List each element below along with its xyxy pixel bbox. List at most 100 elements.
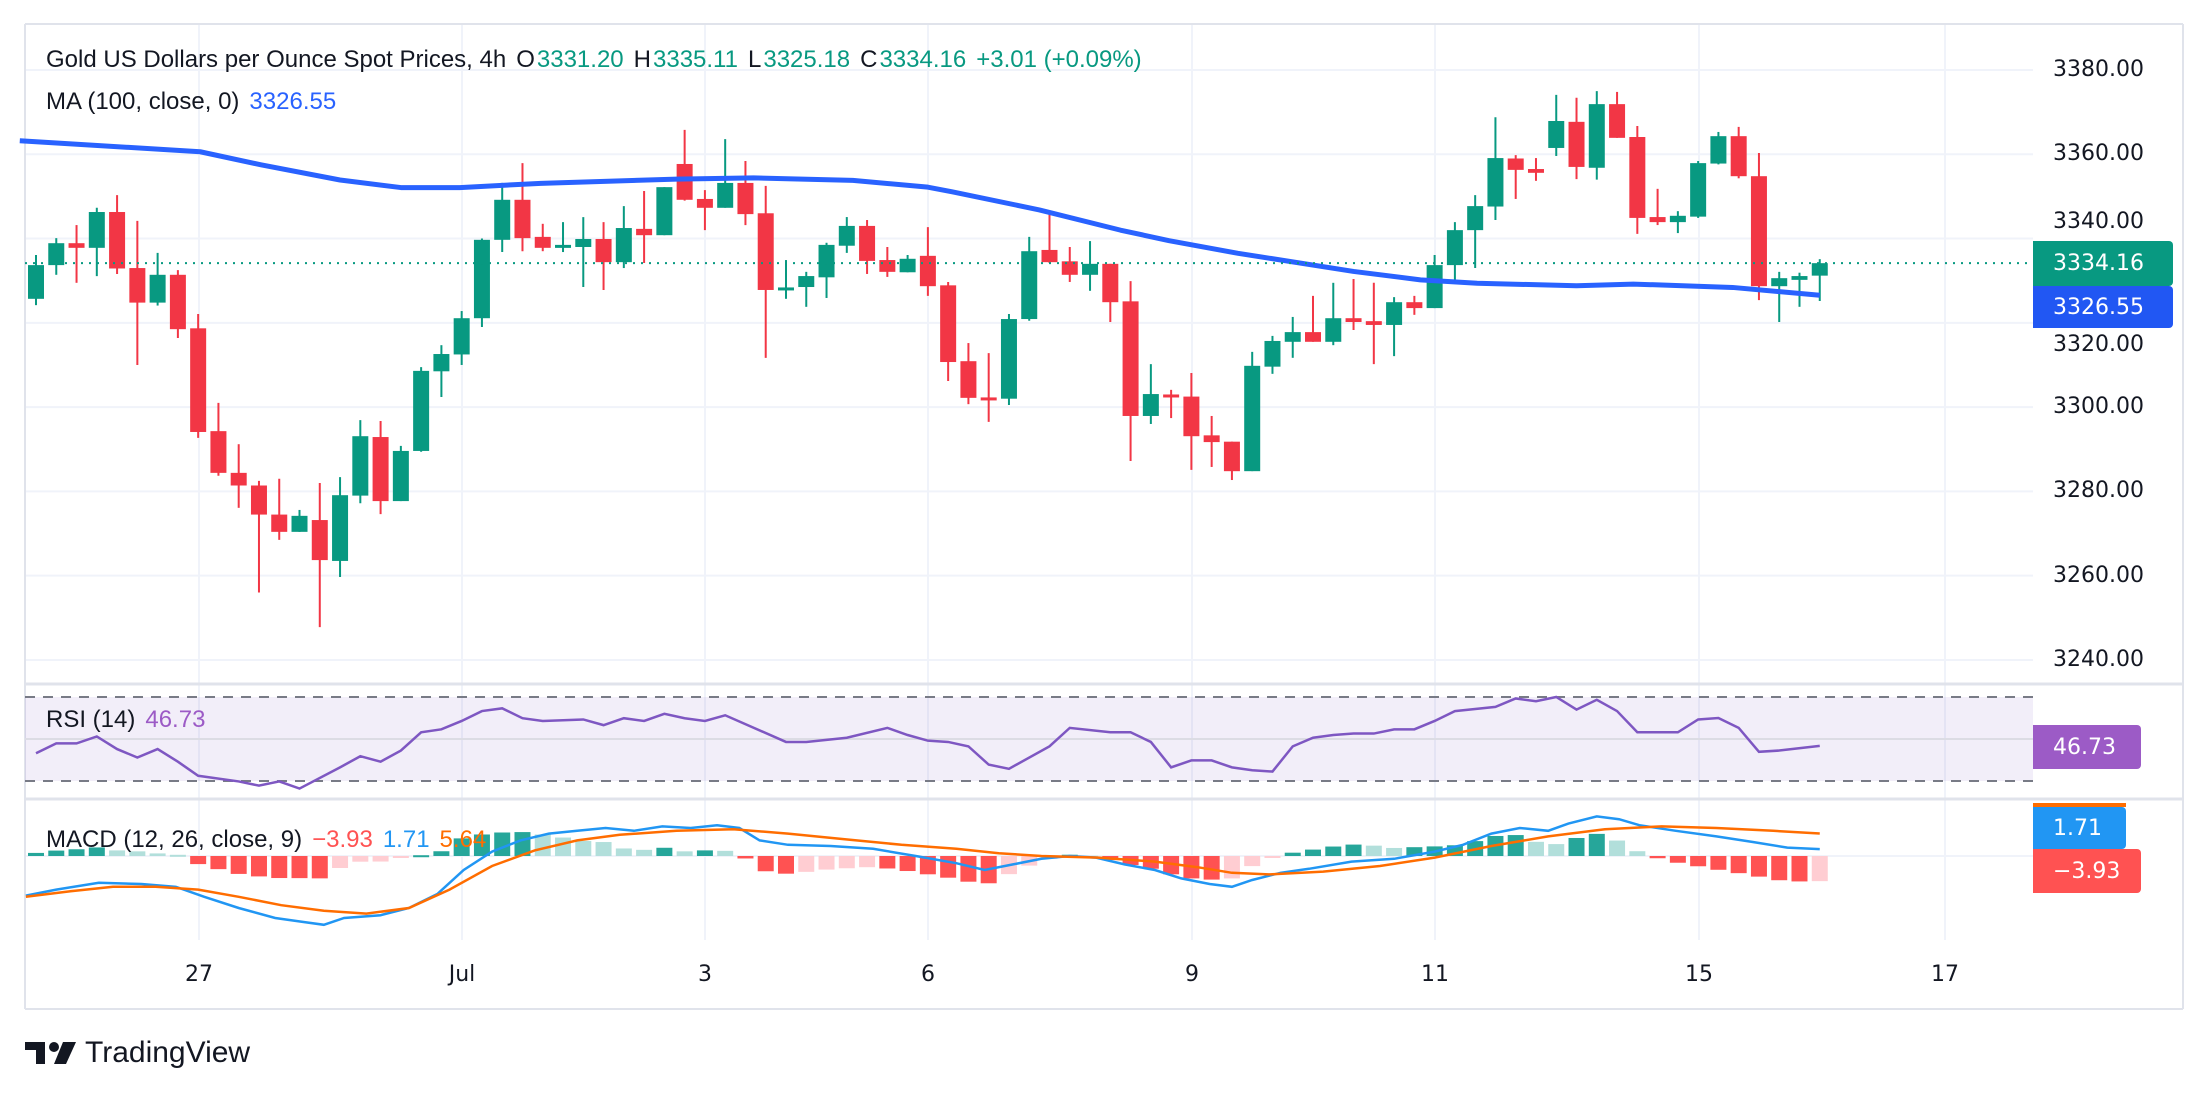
macd-histogram-bar: [1264, 856, 1281, 858]
candle-up: [291, 515, 308, 532]
tradingview-logo-icon: [25, 1042, 76, 1064]
macd-histogram-bar: [352, 856, 369, 862]
candle-up: [1142, 394, 1159, 416]
macd-histogram-bar: [696, 850, 713, 856]
macd-histogram-bar: [129, 851, 146, 856]
macd-histogram-bar: [1345, 844, 1362, 856]
macd-histogram-bar: [1791, 856, 1808, 882]
candle-down: [737, 182, 754, 215]
candle-up: [555, 244, 572, 248]
macd-histogram-bar: [1811, 856, 1828, 882]
candle-up: [717, 182, 734, 208]
symbol-title[interactable]: Gold US Dollars per Ounce Spot Prices, 4…: [46, 46, 507, 73]
candle-up: [433, 354, 450, 372]
macd-histogram-bar: [88, 847, 105, 856]
price-tick: 3340.00: [2053, 208, 2144, 234]
macd-histogram-bar: [68, 849, 85, 856]
candle-down: [1527, 169, 1544, 173]
macd-histogram-bar: [717, 850, 734, 856]
candle-up: [332, 495, 349, 561]
macd-histogram-bar: [28, 852, 44, 856]
signal-line: [25, 825, 1820, 915]
macd-line-value: 1.71: [382, 826, 430, 853]
close-value: 3334.16: [879, 46, 967, 73]
change-value: +3.01 (+0.09%): [976, 46, 1142, 73]
macd-histogram-bar: [1669, 856, 1686, 863]
ma-value: 3326.55: [249, 88, 337, 115]
tradingview-logo[interactable]: TradingView: [25, 1036, 250, 1070]
macd-histogram-bar: [332, 856, 349, 868]
macd-histogram-bar: [1710, 856, 1727, 870]
time-tick: 17: [1931, 962, 1959, 987]
candle-up: [88, 212, 105, 248]
macd-histogram-bar: [453, 838, 470, 856]
macd-histogram-bar: [1223, 856, 1240, 879]
macd-histogram-bar: [1730, 856, 1747, 874]
candle-down: [1223, 441, 1240, 472]
candle-up: [818, 244, 835, 278]
macd-histogram-bar: [473, 834, 490, 856]
candle-down: [1102, 263, 1119, 303]
macd-histogram-bar: [109, 850, 126, 856]
time-tick: 9: [1185, 962, 1199, 987]
open-label: O: [516, 46, 535, 73]
candle-down: [595, 238, 612, 263]
symbol-legend: Gold US Dollars per Ounce Spot Prices, 4…: [46, 46, 1142, 74]
rsi-legend: RSI (14) 46.73: [46, 706, 205, 734]
macd-histogram-bar: [1629, 851, 1646, 856]
macd-histogram-bar: [1750, 856, 1767, 877]
candle-down: [271, 514, 288, 532]
macd-label[interactable]: MACD (12, 26, close, 9): [46, 826, 303, 853]
candle-up: [1588, 104, 1605, 168]
candle-down: [169, 274, 186, 330]
candle-up: [1771, 278, 1788, 287]
macd-histogram-bar: [48, 850, 65, 856]
macd-histogram-bar: [372, 856, 389, 862]
macd-histogram-bar: [250, 856, 267, 877]
macd-histogram-bar: [636, 849, 653, 856]
rsi-price-label: 46.73: [2033, 725, 2141, 769]
candle-up: [1811, 263, 1828, 276]
macd-histogram-bar: [230, 856, 247, 874]
macd-legend: MACD (12, 26, close, 9) −3.93 1.71 5.64: [46, 826, 486, 854]
candle-down: [980, 397, 997, 401]
candle-down: [1406, 302, 1423, 309]
macd-histogram-bar: [1649, 856, 1666, 859]
candle-down: [940, 285, 957, 363]
time-tick: 11: [1421, 962, 1449, 987]
candle-up: [575, 238, 592, 247]
macd-histogram-bar: [777, 856, 794, 874]
low-value: 3325.18: [763, 46, 851, 73]
candle-down: [1041, 249, 1058, 263]
histogram-price-label: −3.93: [2033, 849, 2141, 893]
candle-up: [1325, 318, 1342, 342]
candle-up: [1487, 158, 1504, 207]
macd-histogram-bar: [879, 856, 896, 869]
time-tick: 6: [921, 962, 935, 987]
macd-histogram-bar: [818, 856, 835, 870]
macd-histogram-bar: [149, 853, 166, 856]
time-tick: Jul: [448, 962, 476, 987]
macd-histogram-value: −3.93: [312, 826, 373, 853]
macd-histogram-bar: [676, 851, 693, 856]
ma-label[interactable]: MA (100, close, 0): [46, 88, 240, 115]
open-value: 3331.20: [536, 46, 624, 73]
open-value-group: O 3331.20: [516, 46, 623, 74]
macd-histogram-bar: [899, 856, 916, 872]
candle-down: [1629, 137, 1646, 218]
price-tick: 3380.00: [2053, 57, 2144, 82]
macd-histogram-bar: [575, 840, 592, 856]
macd-histogram-bar: [838, 856, 855, 869]
rsi-label[interactable]: RSI (14): [46, 706, 136, 733]
candle-up: [798, 276, 815, 288]
candle-up: [473, 239, 490, 319]
price-tick: 3260.00: [2053, 562, 2144, 588]
candle-up: [1446, 230, 1463, 266]
ma-100-line: [19, 138, 1820, 298]
candle-up: [392, 450, 409, 502]
candle-down: [1122, 301, 1139, 416]
macd-histogram-bar: [210, 856, 227, 870]
candle-down: [859, 225, 876, 261]
candle-up: [1082, 263, 1099, 275]
